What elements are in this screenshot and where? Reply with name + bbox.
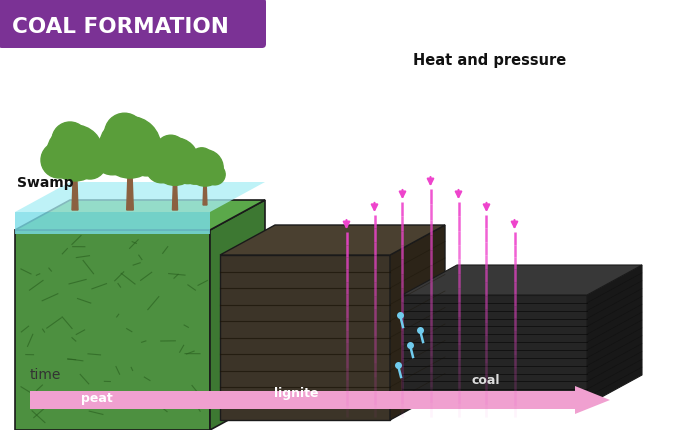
Polygon shape — [220, 225, 445, 255]
Circle shape — [146, 152, 176, 183]
Circle shape — [204, 164, 225, 185]
Circle shape — [155, 135, 186, 166]
Polygon shape — [390, 225, 445, 420]
Circle shape — [183, 161, 206, 184]
Text: coal: coal — [471, 374, 500, 387]
Polygon shape — [402, 295, 587, 405]
Text: Swamp: Swamp — [17, 176, 73, 190]
Circle shape — [187, 150, 223, 186]
Circle shape — [105, 113, 144, 153]
Circle shape — [99, 117, 161, 178]
Text: time: time — [30, 368, 62, 382]
Circle shape — [129, 141, 164, 176]
Circle shape — [174, 157, 202, 184]
FancyArrow shape — [30, 386, 610, 414]
Circle shape — [92, 135, 132, 175]
Polygon shape — [15, 182, 265, 212]
Polygon shape — [220, 255, 390, 420]
Text: peat: peat — [81, 392, 113, 405]
Circle shape — [151, 138, 199, 185]
Polygon shape — [15, 200, 265, 230]
Text: Heat and pressure: Heat and pressure — [414, 52, 566, 68]
Circle shape — [41, 142, 77, 178]
Polygon shape — [210, 200, 265, 430]
Text: COAL FORMATION: COAL FORMATION — [12, 17, 229, 37]
Polygon shape — [203, 182, 207, 205]
Polygon shape — [127, 172, 133, 210]
Polygon shape — [72, 175, 78, 210]
Polygon shape — [15, 212, 210, 234]
Circle shape — [190, 148, 214, 171]
Circle shape — [52, 122, 88, 158]
Polygon shape — [172, 180, 178, 210]
Circle shape — [47, 125, 103, 181]
FancyBboxPatch shape — [0, 0, 266, 48]
Polygon shape — [15, 230, 210, 430]
Polygon shape — [402, 265, 642, 295]
Polygon shape — [587, 265, 642, 405]
Circle shape — [74, 147, 106, 179]
Text: lignite: lignite — [274, 387, 319, 400]
